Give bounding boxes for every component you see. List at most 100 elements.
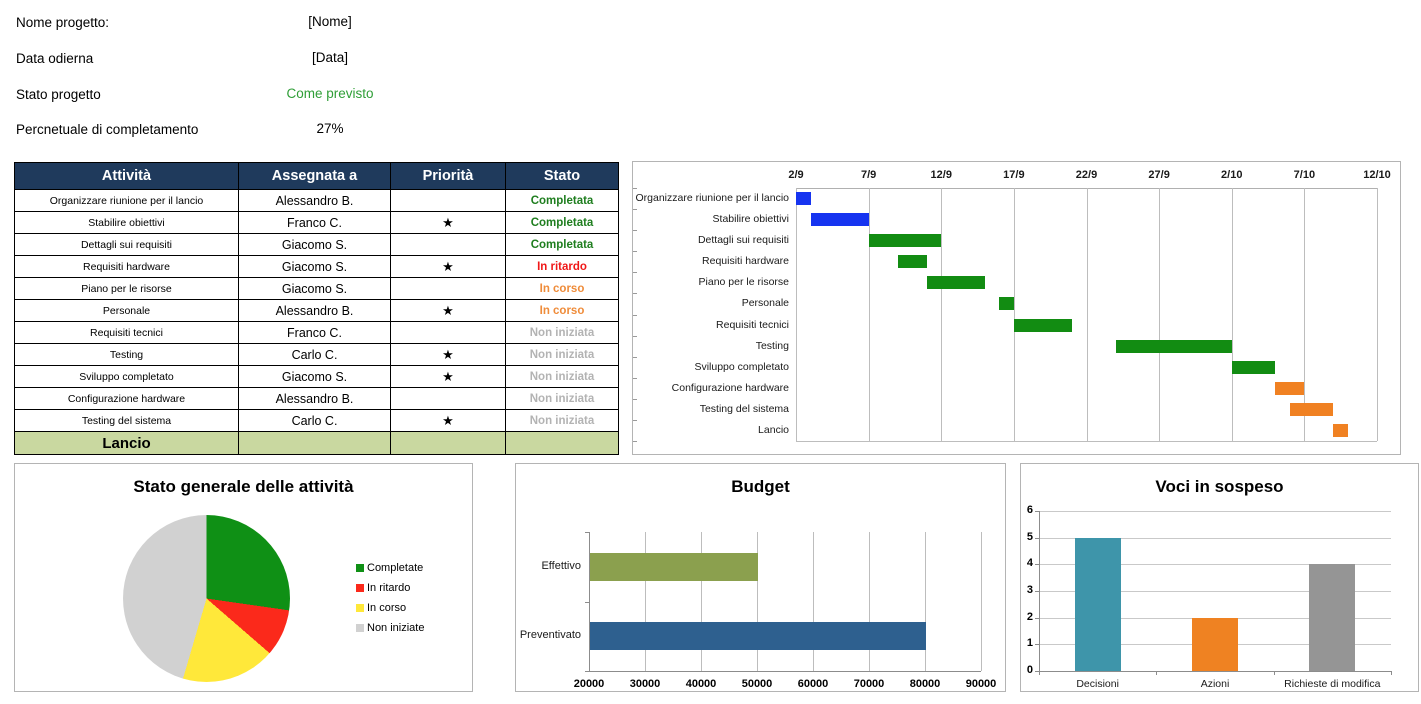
priority-cell[interactable] [390, 277, 506, 300]
voci-y-tick-label: 6 [1026, 504, 1033, 516]
gantt-task-label: Stabilire obiettivi [712, 213, 789, 226]
assignee-cell[interactable] [238, 431, 391, 455]
priority-cell[interactable] [390, 233, 506, 256]
status-cell[interactable]: Non iniziata [505, 409, 619, 432]
assignee-cell[interactable]: Giacomo S. [238, 365, 391, 388]
assignee-cell[interactable]: Giacomo S. [238, 255, 391, 278]
gantt-gridline [941, 188, 943, 441]
status-cell[interactable]: Non iniziata [505, 321, 619, 344]
voci-category-label: Decisioni [1076, 678, 1119, 690]
budget-bar-chart[interactable]: Budget 20000 30000 40000 50000 60000 70000 800… [515, 463, 1006, 692]
assignee-cell[interactable]: Franco C. [238, 321, 391, 344]
table-row: Piano per le risorse Giacomo S. In corso [14, 277, 619, 300]
priority-cell[interactable]: ★ [390, 343, 506, 366]
status-cell[interactable]: Non iniziata [505, 343, 619, 366]
column-header[interactable]: Priorità [390, 162, 506, 190]
status-cell[interactable]: In corso [505, 277, 619, 300]
task-status-pie-chart[interactable]: Stato generale delle attività Completate… [14, 463, 473, 692]
gantt-chart[interactable]: 2/9 7/9 12/9 17/9 22/9 27/9 2/10 7/10 12/10 Organ… [632, 161, 1401, 455]
assignee-cell[interactable]: Carlo C. [238, 343, 391, 366]
voci-category-label: Richieste di modifica [1284, 678, 1381, 690]
gantt-gridline [1086, 188, 1088, 441]
gantt-category-tick [633, 419, 637, 421]
priority-cell[interactable] [390, 189, 506, 212]
project-name-value[interactable]: [Nome] [308, 14, 352, 29]
priority-cell[interactable] [390, 321, 506, 344]
status-cell[interactable]: Non iniziata [505, 387, 619, 410]
gantt-date-tick-label: 17/9 [1003, 169, 1025, 181]
legend-label: Completate [367, 562, 424, 574]
legend-swatch [356, 604, 364, 612]
activity-cell[interactable]: Personale [14, 299, 239, 322]
gantt-category-tick [633, 230, 637, 232]
activity-cell[interactable]: Testing del sistema [14, 409, 239, 432]
status-cell[interactable]: Completata [505, 211, 619, 234]
budget-plot-area: 20000 30000 40000 50000 60000 70000 80000 90000… [516, 464, 1005, 691]
info-row-project-name: Nome progetto: [Nome] [16, 14, 436, 32]
gantt-task-label: Configurazione hardware [671, 381, 789, 394]
activity-cell[interactable]: Testing [14, 343, 239, 366]
gantt-date-tick-label: 22/9 [1075, 169, 1098, 181]
pie-circle [123, 515, 290, 682]
assignee-cell[interactable]: Alessandro B. [238, 387, 391, 410]
priority-cell[interactable] [390, 431, 506, 455]
info-row-completion-percent: Percnetuale di completamento 27% [16, 121, 436, 139]
gantt-category-tick [633, 377, 637, 379]
priority-cell[interactable]: ★ [390, 365, 506, 388]
activity-cell[interactable]: Lancio [14, 431, 239, 455]
status-cell[interactable]: Completata [505, 189, 619, 212]
gantt-gridline [1013, 188, 1015, 441]
column-header[interactable]: Assegnata a [238, 162, 391, 190]
assignee-cell[interactable]: Alessandro B. [238, 189, 391, 212]
gantt-task-bar [999, 297, 1014, 311]
gantt-task-label: Requisiti tecnici [716, 318, 789, 331]
status-cell[interactable]: In corso [505, 299, 619, 322]
assignee-cell[interactable]: Giacomo S. [238, 233, 391, 256]
voci-gridline [1039, 564, 1391, 566]
gantt-date-tick-label: 7/10 [1293, 169, 1316, 181]
budget-category-axis [589, 532, 590, 672]
voci-y-tick [1035, 644, 1039, 646]
activity-cell[interactable]: Sviluppo completato [14, 365, 239, 388]
activity-cell[interactable]: Configurazione hardware [14, 387, 239, 410]
current-date-label: Data odierna [16, 51, 94, 66]
gantt-category-tick [633, 356, 637, 358]
current-date-value[interactable]: [Data] [311, 50, 349, 65]
gantt-gridline [1159, 188, 1161, 441]
priority-cell[interactable]: ★ [390, 211, 506, 234]
activity-cell[interactable]: Piano per le risorse [14, 277, 239, 300]
budget-x-tick-label: 20000 [573, 678, 605, 690]
activity-cell[interactable]: Dettagli sui requisiti [14, 233, 239, 256]
gantt-date-tick-label: 2/9 [788, 169, 804, 181]
budget-bar [590, 552, 758, 581]
gantt-category-tick [633, 398, 637, 400]
gantt-task-label: Personale [741, 297, 789, 310]
project-status-value[interactable]: Come previsto [286, 86, 374, 101]
activity-cell[interactable]: Organizzare riunione per il lancio [14, 189, 239, 212]
activity-cell[interactable]: Requisiti hardware [14, 255, 239, 278]
voci-gridline [1039, 537, 1391, 539]
legend-swatch [356, 564, 364, 572]
gantt-date-tick-label: 27/9 [1148, 169, 1170, 181]
status-cell[interactable] [505, 431, 619, 455]
legend-label: Non iniziate [367, 622, 425, 634]
status-cell[interactable]: Completata [505, 233, 619, 256]
column-header[interactable]: Attività [14, 162, 239, 190]
assignee-cell[interactable]: Carlo C. [238, 409, 391, 432]
priority-cell[interactable]: ★ [390, 409, 506, 432]
status-cell[interactable]: Non iniziata [505, 365, 619, 388]
activity-cell[interactable]: Stabilire obiettivi [14, 211, 239, 234]
pending-items-column-chart[interactable]: Voci in sospeso 0 1 2 3 4 5 6 Decisioni Azioni Ri… [1020, 463, 1419, 692]
column-header[interactable]: Stato [505, 162, 619, 190]
budget-chart-title: Budget [731, 477, 790, 496]
activity-cell[interactable]: Requisiti tecnici [14, 321, 239, 344]
status-cell[interactable]: In ritardo [505, 255, 619, 278]
priority-cell[interactable]: ★ [390, 255, 506, 278]
completion-percent-value[interactable]: 27% [316, 121, 344, 136]
priority-cell[interactable] [390, 387, 506, 410]
assignee-cell[interactable]: Giacomo S. [238, 277, 391, 300]
assignee-cell[interactable]: Alessandro B. [238, 299, 391, 322]
assignee-cell[interactable]: Franco C. [238, 211, 391, 234]
voci-y-tick-label: 3 [1026, 584, 1033, 596]
priority-cell[interactable]: ★ [390, 299, 506, 322]
